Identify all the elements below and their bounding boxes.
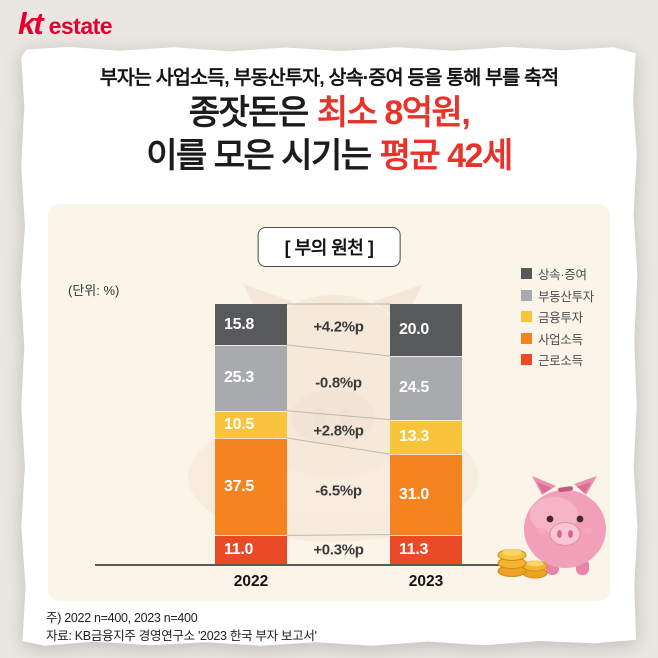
legend-label: 근로소득 [537, 354, 583, 368]
x-label-2022: 2022 [233, 573, 269, 590]
legend-item-금융투자: 금융투자 [520, 307, 594, 326]
segment-value: 20.0 [399, 320, 429, 338]
paper-shadow: 부자는 사업소득, 부동산투자, 상속·증여 등을 통해 부를 축적 종잣돈은 최… [20, 46, 638, 647]
legend-label: 부동산투자 [537, 289, 594, 304]
segment-value: 13.3 [399, 428, 429, 446]
segment-2023-상속·증여: 20.0 [390, 304, 462, 356]
segment-2022-사업소득: 37.5 [215, 438, 287, 536]
segment-value: 15.8 [224, 315, 254, 333]
segment-value: 24.5 [399, 379, 429, 397]
segment-value: 11.0 [224, 541, 254, 559]
delta-label-2: +2.8%p [313, 422, 364, 440]
delta-label-3: -6.5%p [315, 482, 362, 500]
connector-lines [286, 303, 391, 536]
legend-swatch [520, 354, 532, 365]
legend-label: 상속·증여 [537, 268, 587, 282]
legend-swatch [520, 332, 532, 344]
kt-logo-mark: kt [18, 6, 44, 41]
segment-2023-부동산투자: 24.5 [390, 355, 462, 420]
bar-2022: 15.8 25.3 10.5 37.5 11.0 [215, 304, 287, 564]
kt-estate-logo: kt estate [18, 6, 113, 42]
unit-label: (단위: %) [68, 283, 120, 298]
segment-2023-사업소득: 31.0 [390, 454, 462, 535]
paper-card: 부자는 사업소득, 부동산투자, 상속·증여 등을 통해 부를 축적 종잣돈은 최… [20, 46, 638, 646]
chart-title: [ 부의 원천 ] [257, 227, 401, 267]
main-title: 종잣돈은 최소 8억원, 이를 모은 시기는 평균 42세 [21, 92, 638, 178]
footnote-source: 자료: KB금융지주 경영연구소 '2023 한국 부자 보고서' [46, 628, 317, 643]
segment-value: 31.0 [399, 485, 429, 503]
segment-2023-금융투자: 13.3 [390, 419, 462, 455]
segment-value: 10.5 [224, 415, 254, 433]
segment-2022-금융투자: 10.5 [215, 410, 287, 438]
bar-2023: 20.0 24.5 13.3 31.0 11.3 [390, 304, 462, 564]
title-line2-black: 이를 모은 시기는 [146, 136, 372, 175]
legend-swatch [520, 268, 532, 279]
x-label-2023: 2023 [408, 573, 444, 590]
legend-item-근로소득: 근로소득 [520, 350, 594, 369]
title-line1-black: 종잣돈은 [188, 94, 310, 132]
legend-swatch [520, 289, 532, 301]
segment-2023-근로소득: 11.3 [390, 534, 462, 564]
estate-logo-text: estate [48, 13, 113, 39]
title-line-1: 종잣돈은 최소 8억원, [21, 92, 638, 135]
title-line1-red: 최소 8억원, [316, 94, 471, 132]
segment-2022-상속·증여: 15.8 [215, 304, 287, 346]
legend-item-부동산투자: 부동산투자 [520, 286, 594, 305]
footnote-sample: 주) 2022 n=400, 2023 n=400 [46, 611, 198, 625]
delta-label-0: +4.2%p [313, 318, 364, 336]
title-line-2: 이를 모은 시기는 평균 42세 [21, 135, 638, 178]
legend-label: 금융투자 [537, 311, 583, 325]
legend-swatch [520, 311, 532, 322]
segment-value: 37.5 [224, 478, 254, 496]
plot-area: 15.8 25.3 10.5 37.5 11.0 2022 20.0 24.5 13.3 31.0… [48, 204, 610, 601]
legend-item-사업소득: 사업소득 [520, 329, 594, 348]
x-axis [95, 564, 532, 566]
title-line2-red: 평균 42세 [379, 136, 514, 175]
headline: 부자는 사업소득, 부동산투자, 상속·증여 등을 통해 부를 축적 [99, 67, 559, 89]
legend-item-상속·증여: 상속·증여 [520, 264, 594, 283]
segment-2022-부동산투자: 25.3 [215, 345, 287, 411]
segment-2022-근로소득: 11.0 [215, 535, 287, 564]
footnotes: 주) 2022 n=400, 2023 n=400 자료: KB금융지주 경영연… [46, 610, 317, 645]
segment-value: 25.3 [224, 369, 254, 387]
legend-label: 사업소득 [537, 332, 583, 347]
segment-value: 11.3 [399, 540, 429, 558]
delta-label-4: +0.3%p [313, 541, 364, 559]
delta-label-1: -0.8%p [315, 374, 362, 392]
